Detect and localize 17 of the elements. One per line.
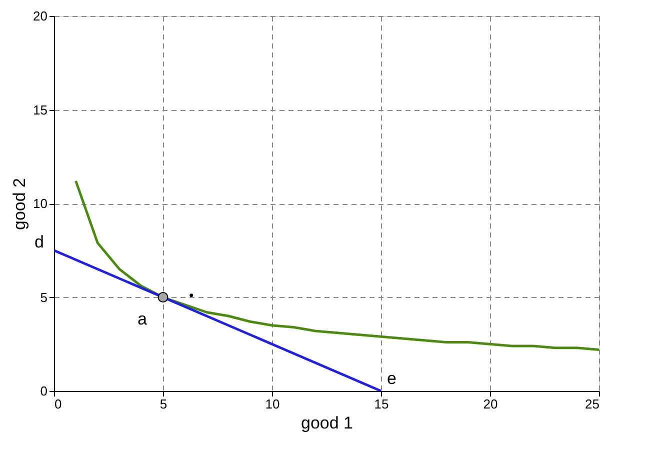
x-tick-label: 10 [265, 396, 280, 412]
y-tick-label: 5 [40, 290, 48, 305]
y-tick-label: 20 [33, 8, 48, 24]
line-series [74, 180, 599, 351]
y-tick-label: 10 [33, 196, 48, 211]
x-tick-label: 20 [483, 396, 498, 412]
x-tick-label: 15 [374, 396, 389, 412]
x-axis-title: good 1 [301, 414, 353, 432]
annotation: e [387, 369, 396, 388]
x-tick-label: 5 [160, 396, 168, 412]
x-tick-label: 0 [54, 396, 62, 412]
y-tick-label: 0 [40, 384, 48, 398]
x-tick-label: 25 [585, 396, 600, 412]
annotation: a [138, 309, 148, 328]
annotation: d [34, 232, 44, 252]
y-tick-label: 15 [33, 102, 48, 118]
y-axis-title: good 2 [10, 178, 30, 230]
